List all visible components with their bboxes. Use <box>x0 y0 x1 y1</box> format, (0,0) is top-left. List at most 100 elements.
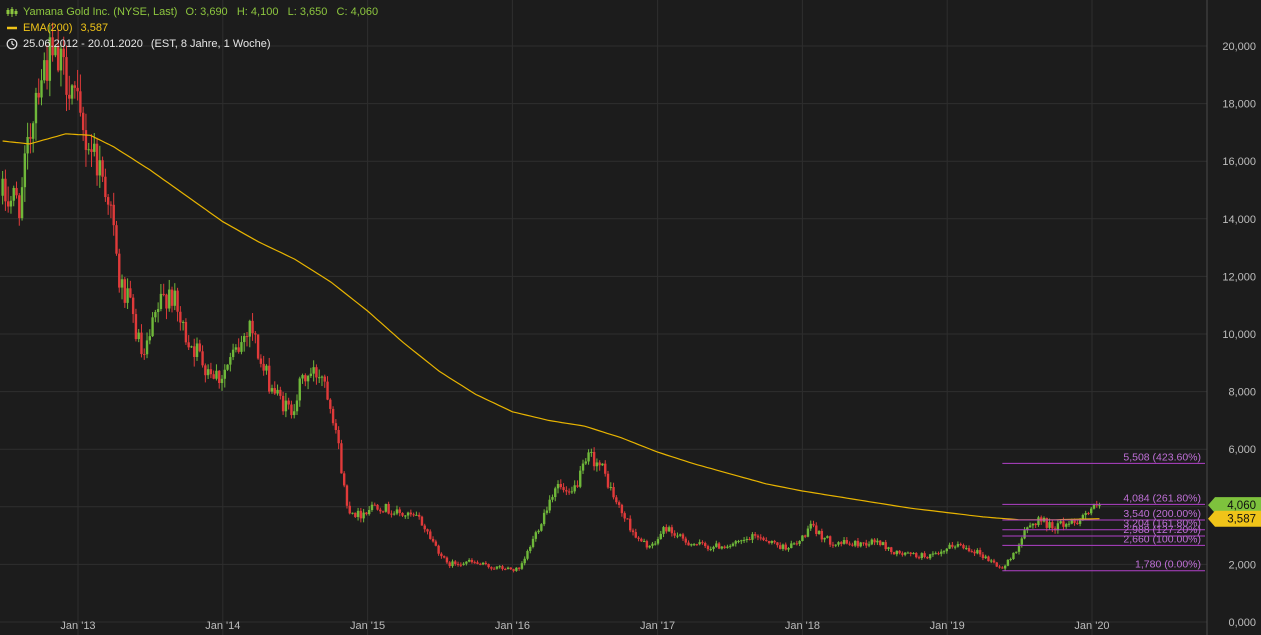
line-swatch-icon <box>7 26 17 30</box>
candle-body <box>715 543 718 547</box>
candle-body <box>956 544 960 547</box>
candle-body <box>293 411 296 416</box>
candle-body <box>251 320 254 334</box>
candle-body <box>967 548 971 552</box>
candle-body <box>842 540 846 544</box>
candle-body <box>265 365 268 371</box>
y-tick-label: 2,000 <box>1228 559 1256 571</box>
candle-body <box>412 514 415 516</box>
candle-body <box>609 487 612 489</box>
candle-body <box>437 545 440 554</box>
candle-body <box>331 408 335 424</box>
candle-body <box>928 554 932 559</box>
candle-body <box>1015 551 1018 553</box>
candle-body <box>34 92 38 124</box>
candle-body <box>687 542 690 546</box>
candle-body <box>420 516 424 526</box>
candle-body <box>984 556 987 559</box>
candle-body <box>337 429 340 444</box>
candle-body <box>304 375 307 382</box>
candle-body <box>851 544 854 546</box>
candle-body <box>256 334 260 359</box>
candle-body <box>840 542 843 544</box>
candle-body <box>193 346 196 357</box>
candle-body <box>459 564 463 566</box>
candle-body <box>592 451 596 467</box>
candle-body <box>195 343 199 357</box>
y-tick-label: 0,000 <box>1228 617 1256 629</box>
candle-body <box>723 546 726 548</box>
candle-body <box>704 543 707 547</box>
time-axis[interactable]: Jan '13 Jan '14 Jan '15 Jan '16 Jan '17 Jan '… <box>60 620 1109 632</box>
x-tick-label: Jan '13 <box>60 620 95 632</box>
candle-body <box>745 539 749 541</box>
candle-body <box>973 551 976 554</box>
candle-body <box>31 123 35 139</box>
candle-body <box>456 563 460 565</box>
candle-body <box>679 534 682 536</box>
candle-body <box>492 568 496 570</box>
candle-body <box>1073 519 1076 523</box>
legend-ema-row[interactable]: EMA(200) 3,587 <box>6 20 378 36</box>
candle-body <box>959 544 962 546</box>
candle-body <box>598 462 601 466</box>
candle-body <box>776 542 779 546</box>
candle-body <box>1045 517 1048 528</box>
candle-body <box>140 332 143 355</box>
fib-level-label: 3,540 (200.00%) <box>1123 508 1201 520</box>
candle-body <box>43 60 46 81</box>
candle-body <box>176 290 179 312</box>
candle-body <box>656 539 660 544</box>
candle-body <box>145 340 149 355</box>
candle-body <box>156 309 160 313</box>
candle-body <box>51 37 54 56</box>
candle-body <box>665 527 668 532</box>
candle-body <box>784 544 787 550</box>
candle-body <box>1067 523 1071 525</box>
candle-body <box>670 527 674 534</box>
candle-body <box>690 544 693 546</box>
candle-body <box>526 550 529 559</box>
candle-body <box>262 363 265 371</box>
candle-body <box>634 532 637 538</box>
candle-body <box>1098 505 1101 507</box>
candle-body <box>617 502 621 505</box>
candle-body <box>243 336 246 343</box>
candle-body <box>817 530 821 534</box>
candle-body <box>781 544 785 549</box>
price-axis[interactable]: 0,0002,0004,0006,0008,00010,00012,00014,… <box>1222 41 1256 629</box>
candle-body <box>495 566 499 569</box>
candle-body <box>1078 520 1082 524</box>
candle-body <box>1065 524 1068 527</box>
candle-body <box>953 546 957 548</box>
candle-body <box>115 225 118 254</box>
candle-body <box>229 357 232 365</box>
candle-body <box>709 549 712 551</box>
candle-body <box>279 389 282 396</box>
candle-body <box>612 487 615 498</box>
candle-body <box>351 512 354 514</box>
fib-level-label: 5,508 (423.60%) <box>1123 451 1201 463</box>
candle-body <box>215 370 218 379</box>
candle-body <box>645 541 649 548</box>
candle-body <box>798 541 801 544</box>
candle-body <box>751 534 754 540</box>
candle-body <box>417 514 421 517</box>
candle-body <box>220 378 224 384</box>
candle-body <box>473 562 476 564</box>
candle-body <box>318 377 321 379</box>
candle-body <box>356 510 360 517</box>
candle-body <box>190 346 193 348</box>
candle-body <box>801 535 804 542</box>
candle-body <box>1059 521 1062 524</box>
candle-body <box>323 376 326 382</box>
candle-body <box>12 187 15 201</box>
candle-body <box>1051 522 1054 529</box>
candle-body <box>81 112 85 131</box>
candle-body <box>240 342 243 352</box>
fib-level-label: 4,084 (261.80%) <box>1123 492 1201 504</box>
candle-body <box>790 543 793 549</box>
legend-instrument-row[interactable]: Yamana Gold Inc. (NYSE, Last) O: 3,690 H… <box>6 4 378 20</box>
candle-body <box>1048 522 1051 528</box>
